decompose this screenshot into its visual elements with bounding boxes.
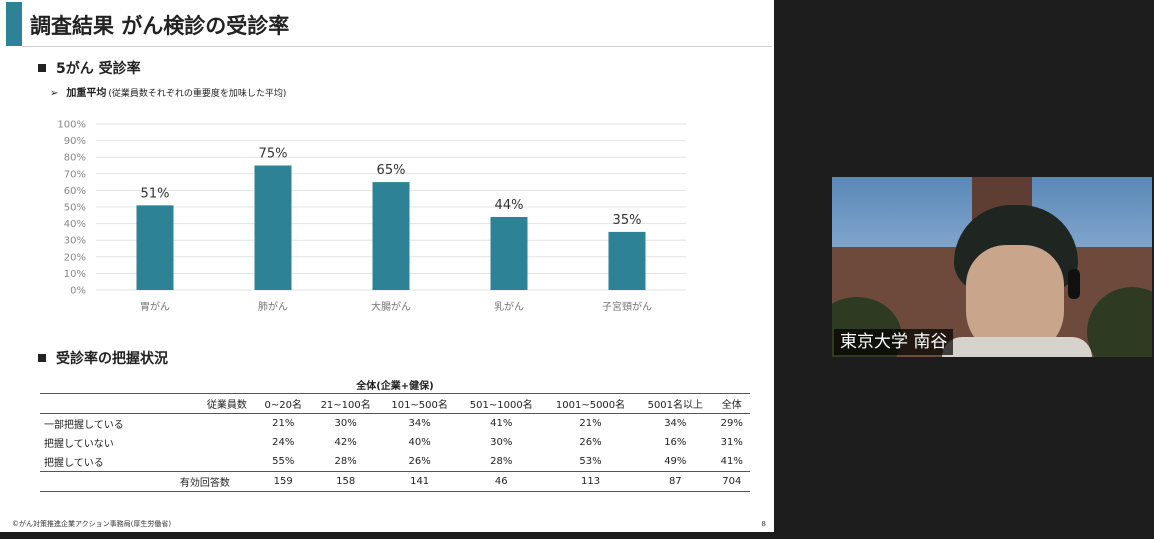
bar: [608, 231, 646, 290]
footer-cell: 159: [255, 471, 311, 492]
footer-cell: 113: [543, 471, 638, 492]
y-tick-label: 70%: [64, 169, 86, 180]
title-accent-bar: [6, 2, 22, 46]
data-label: 51%: [141, 186, 170, 201]
table-cell: 30%: [334, 418, 357, 429]
table-cell: 28%: [490, 456, 513, 467]
footer-label: 有効回答数: [40, 471, 256, 492]
subheading-note: (従業員数それぞれの重要度を加味した平均): [108, 89, 287, 99]
bar: [254, 165, 292, 290]
table-cell: 34%: [408, 418, 431, 429]
table-spacer: [198, 433, 256, 452]
footer-cell: 87: [637, 471, 714, 492]
table-caption: 全体(企業+健保): [356, 381, 434, 392]
slide-title: 調査結果 がん検診の受診率: [30, 14, 290, 38]
y-tick-label: 30%: [64, 236, 86, 247]
y-tick-label: 80%: [64, 153, 86, 164]
table-cell: 53%: [579, 456, 602, 467]
square-bullet-icon: [38, 354, 46, 362]
page-number: 8: [761, 520, 766, 528]
table-spacer: [198, 414, 256, 434]
participant-video-tile[interactable]: 東京大学 南谷: [832, 177, 1152, 357]
row-label: 把握していない: [44, 439, 114, 450]
footer-cell: 158: [310, 471, 381, 492]
x-tick-label: 子宮頸がん: [602, 300, 652, 313]
table-cell: 49%: [664, 456, 687, 467]
table-cell: 41%: [490, 418, 513, 429]
table-spacer: [198, 452, 256, 472]
subheading-text: 加重平均: [66, 88, 107, 99]
participant-shirt: [942, 337, 1092, 357]
table-cell: 30%: [490, 437, 513, 448]
y-tick-label: 60%: [64, 186, 86, 197]
footer-cell: 141: [380, 471, 459, 492]
row-label: 把握している: [44, 458, 104, 469]
section-heading-screening-rates: 5がん 受診率: [38, 58, 141, 78]
headset-icon: [1068, 269, 1080, 299]
arrow-bullet-icon: ➢: [50, 88, 59, 99]
x-tick-label: 肺がん: [258, 300, 288, 313]
section-heading-tracking-status: 受診率の把握状況: [38, 348, 168, 368]
table-cell: 34%: [664, 418, 687, 429]
table-cell: 26%: [579, 437, 602, 448]
row-label: 一部把握している: [44, 420, 124, 431]
data-label: 75%: [259, 147, 288, 162]
table-row: 一部把握している 21% 30% 34% 41% 21% 34% 29%: [40, 414, 750, 434]
table-footer-row: 有効回答数 159 158 141 46 113 87 704: [40, 471, 750, 492]
footer-cell: 46: [458, 471, 544, 492]
table-cell: 21%: [272, 418, 295, 429]
data-label: 44%: [495, 198, 524, 213]
header-cell: [40, 393, 198, 414]
section-heading-text: 受診率の把握状況: [56, 351, 168, 367]
participant-name-label: 東京大学 南谷: [834, 329, 954, 355]
bar: [490, 216, 528, 290]
square-bullet-icon: [38, 64, 46, 72]
y-tick-label: 20%: [64, 252, 86, 263]
results-table: 従業員数 0~20名 21~100名 101~500名 501~1000名 1001~50…: [40, 393, 750, 492]
header-cell: 全体: [713, 393, 750, 414]
x-tick-label: 大腸がん: [371, 300, 411, 313]
bar-chart: 0% 10% 20% 30% 40% 50% 60% 70% 80% 90% 100% 51% 胃がん 7…: [57, 120, 686, 313]
bar: [136, 205, 174, 290]
y-tick-label: 10%: [64, 269, 86, 280]
header-cell: 501~1000名: [458, 393, 544, 414]
table-cell: 42%: [334, 437, 357, 448]
y-tick-label: 50%: [64, 203, 86, 214]
table-cell: 21%: [579, 418, 602, 429]
table-cell: 55%: [272, 456, 295, 467]
section-heading-text: 5がん 受診率: [56, 61, 141, 77]
footer-credit: ©がん対策推進企業アクション事務局(厚生労働省): [12, 520, 172, 528]
header-cell: 21~100名: [310, 393, 381, 414]
y-tick-label: 40%: [64, 219, 86, 230]
presentation-slide: 調査結果 がん検診の受診率 5がん 受診率 ➢ 加重平均 (従業員数それぞれの重要度…: [0, 0, 774, 532]
table-cell: 41%: [720, 456, 743, 467]
title-divider: [22, 46, 772, 47]
data-label: 65%: [377, 163, 406, 178]
y-tick-label: 100%: [57, 120, 86, 131]
header-cell: 0~20名: [255, 393, 311, 414]
y-tick-label: 0%: [70, 286, 86, 297]
table-cell: 26%: [408, 456, 431, 467]
table-cell: 29%: [720, 418, 743, 429]
table-cell: 16%: [664, 437, 687, 448]
header-cell: 101~500名: [380, 393, 459, 414]
subheading: ➢ 加重平均 (従業員数それぞれの重要度を加味した平均): [50, 84, 286, 99]
table-row: 把握している 55% 28% 26% 28% 53% 49% 41%: [40, 452, 750, 472]
table-cell: 24%: [272, 437, 295, 448]
table-body: 一部把握している 21% 30% 34% 41% 21% 34% 29% 把握していない 24% 4…: [40, 414, 750, 472]
y-tick-label: 90%: [64, 136, 86, 147]
data-label: 35%: [613, 213, 642, 228]
x-tick-label: 乳がん: [494, 300, 524, 313]
table-cell: 40%: [408, 437, 431, 448]
table-cell: 28%: [334, 456, 357, 467]
bar: [372, 182, 410, 290]
header-cell: 従業員数: [198, 393, 256, 414]
header-cell: 1001~5000名: [543, 393, 638, 414]
table-row: 把握していない 24% 42% 40% 30% 26% 16% 31%: [40, 433, 750, 452]
footer-cell: 704: [713, 471, 750, 492]
x-tick-label: 胃がん: [140, 300, 170, 313]
table-cell: 31%: [720, 437, 743, 448]
header-cell: 5001名以上: [637, 393, 714, 414]
table-header-row: 従業員数 0~20名 21~100名 101~500名 501~1000名 1001~50…: [40, 393, 750, 414]
